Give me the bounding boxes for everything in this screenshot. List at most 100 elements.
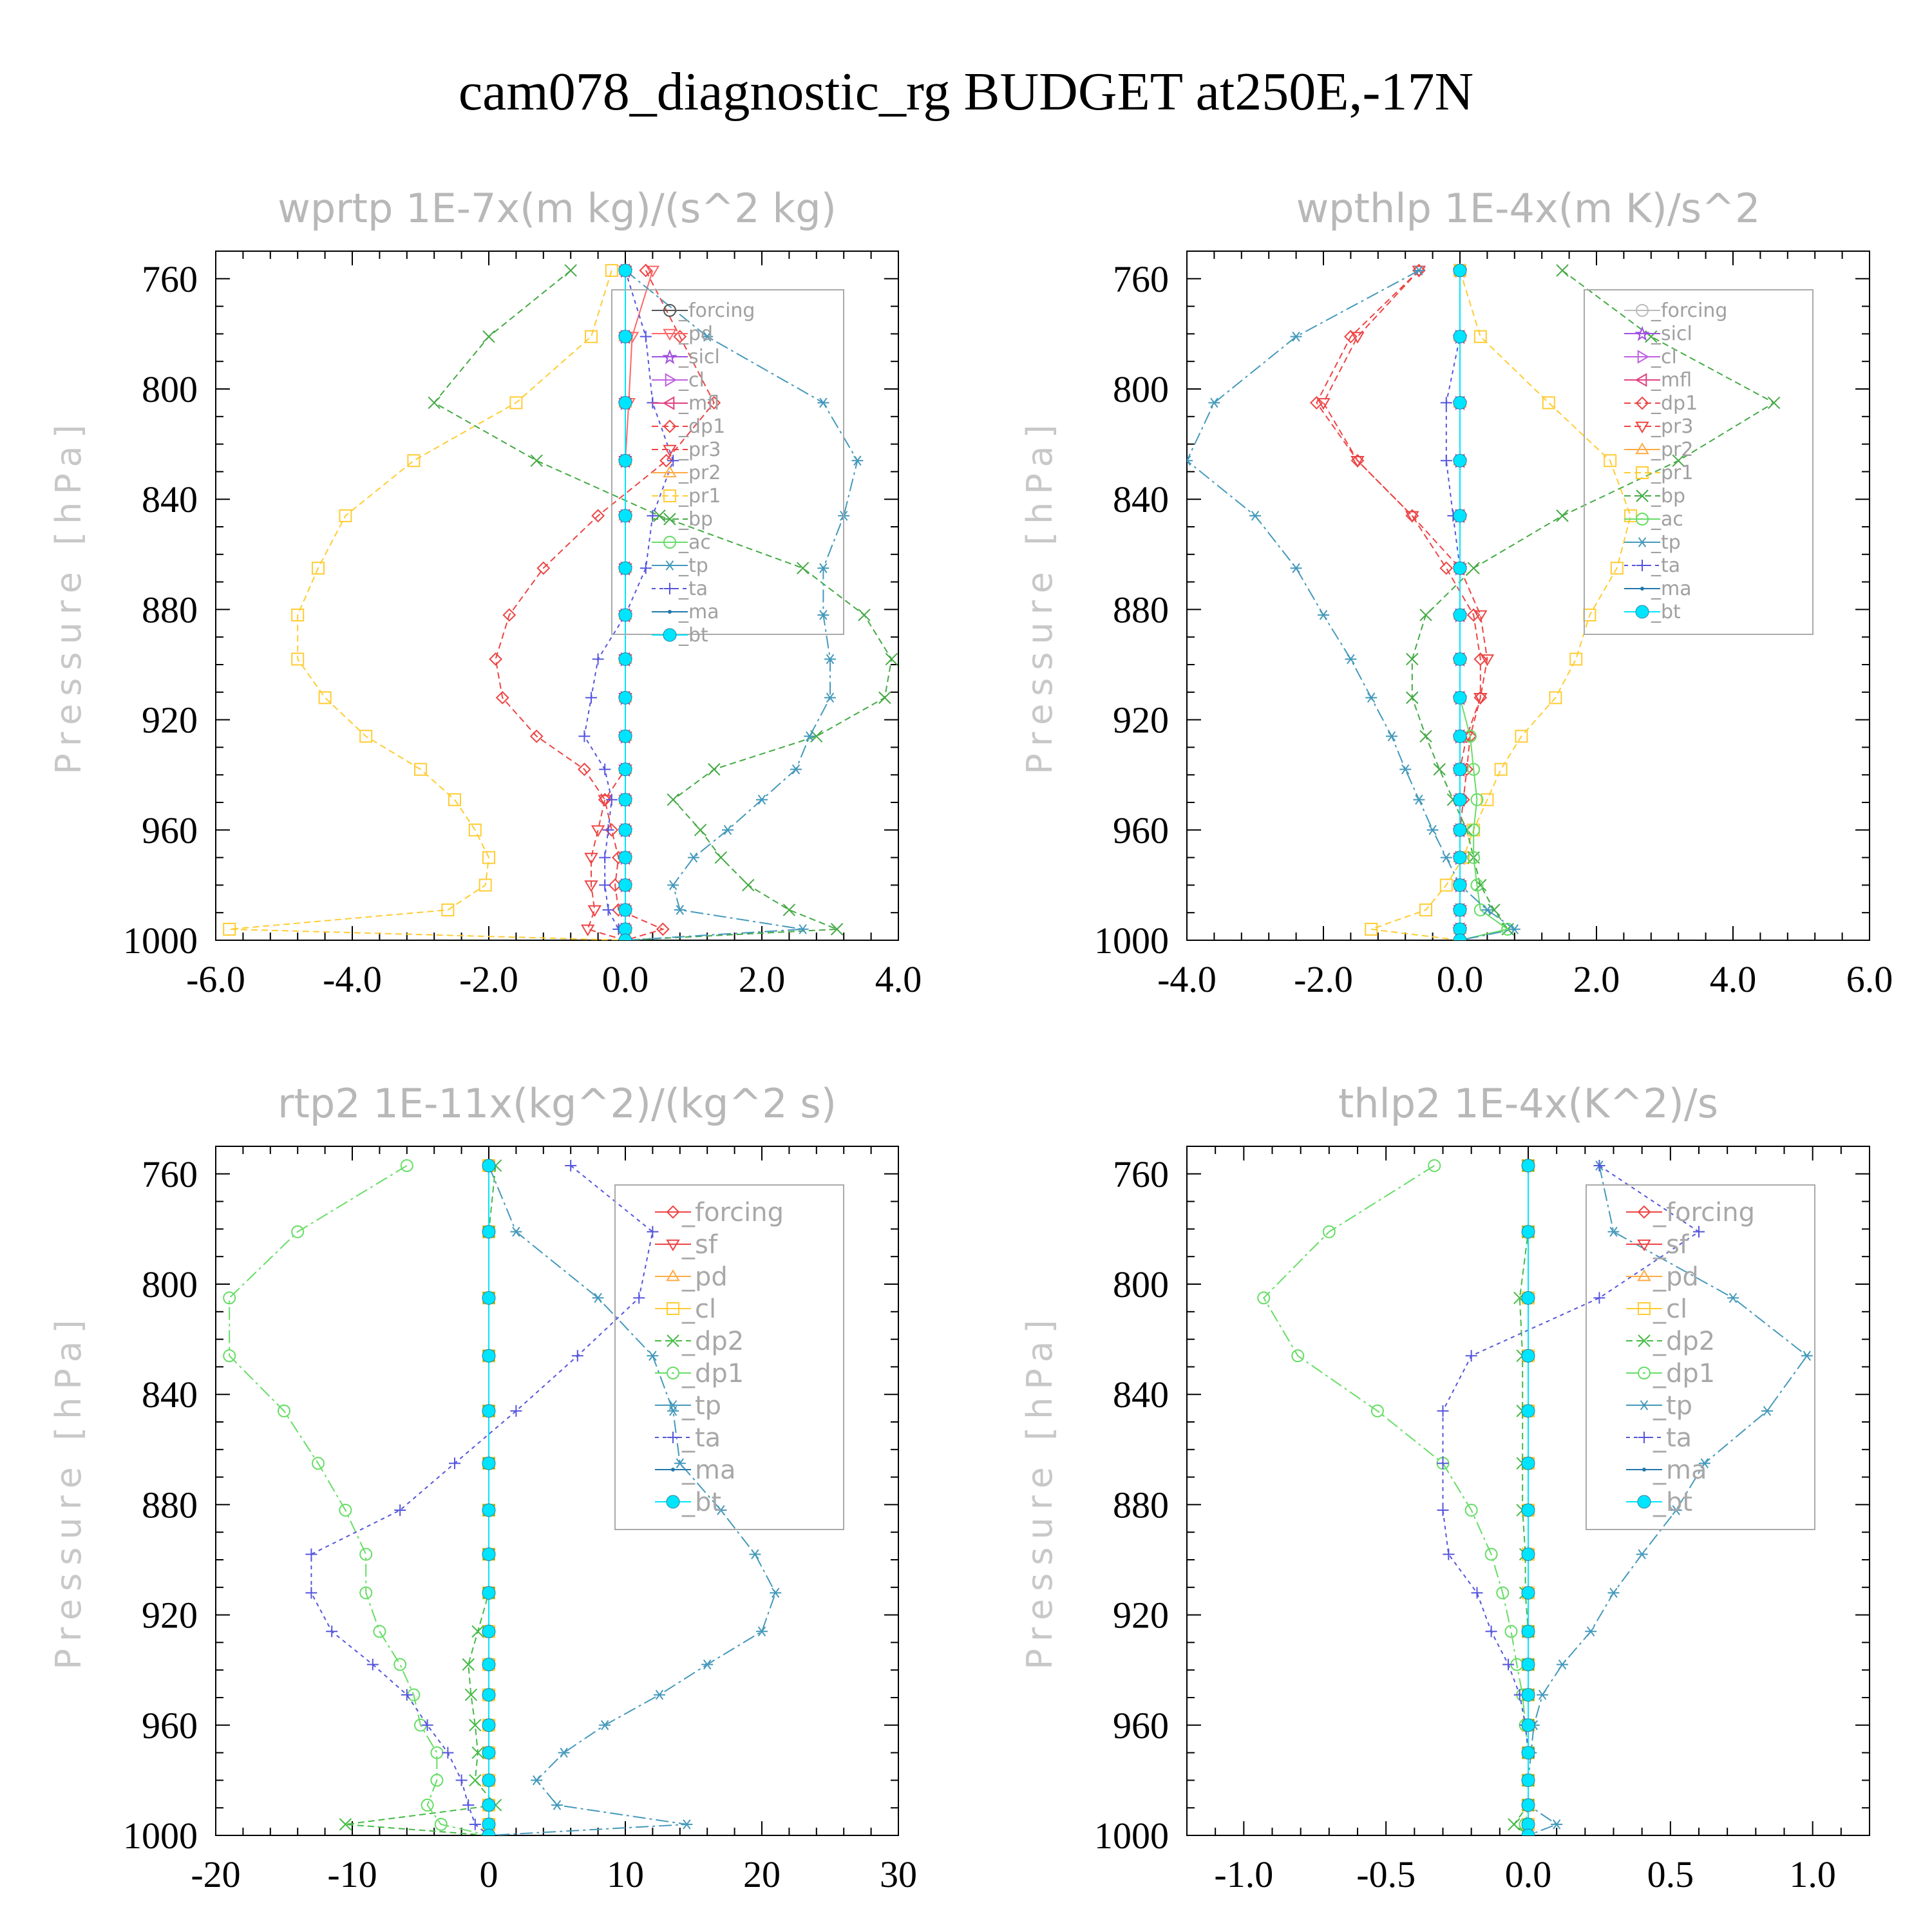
data-point-bt <box>1521 1688 1535 1702</box>
legend-swatch-marker <box>1637 350 1649 364</box>
data-point-bp <box>1406 652 1419 666</box>
data-point-pr1 <box>1365 922 1378 936</box>
series-line-ta <box>583 270 674 940</box>
data-point-bt <box>1521 1291 1535 1305</box>
data-point-bp <box>1672 454 1685 467</box>
legend-swatch-marker <box>667 1400 679 1410</box>
legend-swatch-marker <box>668 610 672 614</box>
data-point-tp <box>1761 1406 1773 1416</box>
data-point-ta <box>394 1504 406 1516</box>
data-point-bt <box>1521 1547 1535 1561</box>
data-point-bt <box>1453 690 1467 705</box>
y-tick-label: 960 <box>142 1705 198 1747</box>
data-point-bt <box>618 263 632 278</box>
data-point-ta <box>1593 1292 1605 1304</box>
data-point-tp <box>688 852 699 863</box>
data-point-pr1 <box>223 922 236 936</box>
series-group <box>223 263 898 940</box>
legend-label: _sf <box>1653 1230 1689 1260</box>
data-point-bt <box>482 1624 496 1638</box>
legend-label: _forcing <box>681 1198 784 1227</box>
legend-swatch-marker <box>1637 1495 1651 1509</box>
legend-label: _tp <box>1653 1391 1692 1421</box>
data-point-bt <box>618 851 632 865</box>
data-point-ta <box>1693 1226 1705 1238</box>
data-point-tp <box>1481 905 1493 915</box>
data-point-bp <box>885 652 898 666</box>
legend-label: _ac <box>1651 508 1683 531</box>
legend-box <box>1584 289 1814 635</box>
data-point-bt <box>482 1828 496 1835</box>
data-point-bp <box>858 609 871 621</box>
data-point-dp1 <box>359 1548 373 1561</box>
data-point-dp1 <box>707 395 721 410</box>
legend-swatch-marker <box>667 1432 679 1443</box>
data-point-bt <box>1521 1828 1535 1835</box>
legend-swatch-marker <box>1635 421 1649 433</box>
legend-swatch-marker <box>667 1302 679 1315</box>
series-line-ta <box>1445 270 1461 940</box>
data-point-bt <box>482 1773 496 1787</box>
data-point-bt <box>618 509 632 523</box>
data-point-ta <box>1485 1625 1497 1638</box>
legend-label: _mfl <box>1651 369 1692 392</box>
legend-box <box>614 1184 844 1530</box>
y-axis-label: Pressure [hPa] <box>1019 417 1060 774</box>
y-tick-label: 880 <box>142 1484 198 1526</box>
legend-swatch-marker <box>671 1468 675 1472</box>
legend-swatch-marker <box>662 349 677 365</box>
y-tick-label: 1000 <box>1094 920 1169 961</box>
legend-swatch-marker <box>1638 1302 1651 1315</box>
data-point-bt <box>482 1503 496 1517</box>
data-point-pr3 <box>1316 398 1331 410</box>
legend-label: _dp1 <box>1653 1359 1715 1388</box>
data-point-dp1 <box>1496 1586 1510 1600</box>
legend-swatch-marker <box>663 628 677 642</box>
y-tick-label: 960 <box>1113 1705 1169 1747</box>
series-line-pr3 <box>587 270 626 940</box>
data-point-bt <box>1521 1159 1535 1173</box>
data-point-tp <box>701 1659 714 1670</box>
data-point-ta <box>305 1548 317 1560</box>
x-tick-label: 0.5 <box>1647 1853 1694 1895</box>
data-point-tp <box>817 397 829 408</box>
data-point-bp <box>667 793 679 806</box>
x-tick-label: -10 <box>327 1853 377 1895</box>
legend-label: _pr3 <box>1651 415 1693 438</box>
data-point-bt <box>618 729 632 743</box>
legend-label: _sicl <box>1651 323 1692 345</box>
data-point-tp <box>817 563 829 573</box>
data-point-pr1 <box>1473 330 1487 343</box>
data-point-bp <box>694 824 707 837</box>
data-point-ta <box>462 1799 475 1811</box>
data-point-ta <box>1440 397 1452 409</box>
data-point-bt <box>618 878 632 892</box>
legend-swatch-marker <box>1638 1432 1650 1443</box>
data-point-bt <box>482 1404 496 1418</box>
data-point-bt <box>1453 330 1467 344</box>
data-point-bt <box>1521 1624 1535 1638</box>
data-point-pr1 <box>478 878 492 892</box>
legend-label: _ta <box>1653 1423 1692 1453</box>
data-point-dp1 <box>591 509 605 523</box>
data-point-dp1 <box>359 1586 373 1600</box>
legend: _forcing _sf_pd_cl _dp2 _dp1 _tp_ta_ma _bt <box>1586 1184 1815 1530</box>
data-point-bp <box>530 454 543 467</box>
legend-label: _bt <box>1653 1488 1692 1517</box>
legend-swatch-marker <box>1637 1239 1651 1251</box>
panel-title: rtp2 1E-11x(kg^2)/(kg^2 s) <box>278 1080 837 1127</box>
data-point-bt <box>482 1586 496 1600</box>
panel-title: wprtp 1E-7x(m kg)/(s^2 kg) <box>278 185 837 232</box>
data-point-tp <box>1399 764 1412 775</box>
data-point-bt <box>482 1349 496 1363</box>
data-point-ac <box>1467 823 1481 837</box>
data-point-pr1 <box>448 793 461 806</box>
data-point-ta <box>1437 1504 1449 1516</box>
legend-swatch-marker <box>1638 1400 1650 1410</box>
data-point-ta <box>1471 1587 1483 1599</box>
data-point-ta <box>602 824 614 836</box>
x-tick-label: 0 <box>480 1853 498 1895</box>
data-point-ta <box>605 793 618 806</box>
data-point-dp2 <box>1508 1818 1520 1831</box>
legend-swatch-marker <box>1637 1205 1651 1219</box>
